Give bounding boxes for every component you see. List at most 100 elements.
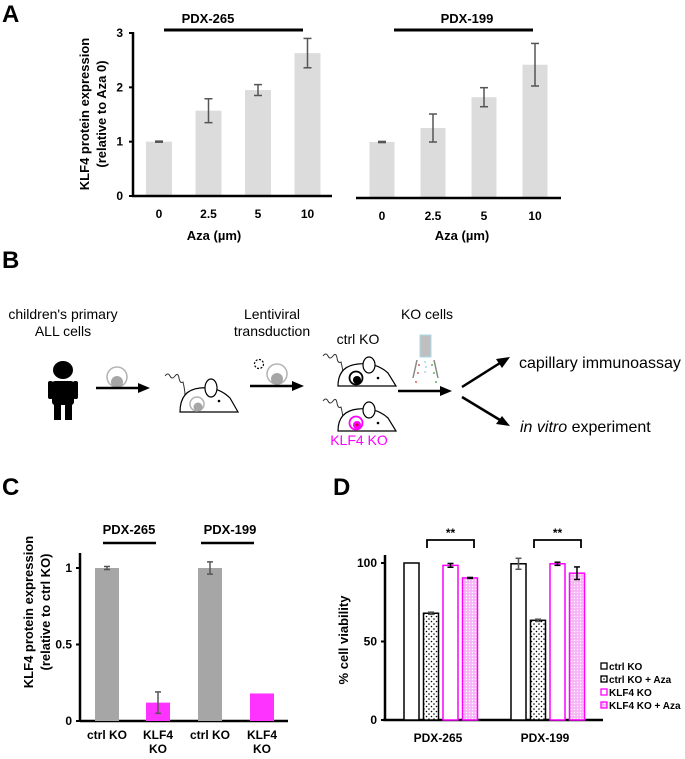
arrow-down	[461, 395, 501, 422]
y-tick-label: 50	[364, 635, 378, 649]
y-axis-title-2: (relative to Aza 0)	[94, 60, 109, 167]
person-icon	[48, 361, 78, 420]
y-axis-title: % cell viability	[336, 595, 351, 685]
cell-sorter-icon	[412, 334, 439, 383]
y-tick-label: 0	[65, 714, 72, 728]
legend-swatch	[600, 688, 608, 696]
arrow-head-icon	[496, 416, 510, 426]
x-tick-label: 0	[379, 209, 386, 223]
workflow-diagram: children's primary ALL cells Lentiv	[8, 306, 680, 448]
legend-swatch	[600, 662, 608, 670]
x-tick-label: PDX-199	[521, 731, 570, 745]
arrow-head-icon	[138, 383, 150, 393]
mouse-klf4-icon	[322, 398, 398, 432]
cell-icon	[266, 363, 288, 385]
y-tick-label: 0	[370, 713, 377, 727]
step2-label-line2: transduction	[234, 323, 310, 339]
legend-swatch	[600, 675, 608, 683]
bar	[195, 110, 222, 196]
bar	[294, 53, 321, 196]
ko-cells-label: KO cells	[401, 306, 453, 322]
panel-letter-d: D	[333, 474, 350, 501]
x-tick-label: ctrl KO	[87, 728, 127, 742]
y-axis-title-2: (relative to ctrl KO)	[38, 553, 53, 670]
step1-label-line1: children's primary	[8, 306, 117, 322]
y-tick-label: 0	[116, 189, 123, 203]
x-axis-title: Aza (µm)	[435, 228, 489, 243]
bar	[422, 612, 440, 721]
legend-label: ctrl KO + Aza	[609, 675, 672, 686]
x-tick-label: KO	[253, 742, 271, 754]
y-tick-label: 1	[65, 561, 72, 575]
chart-title: PDX-199	[441, 11, 494, 26]
panel-letter-a: A	[2, 1, 19, 28]
bar	[549, 563, 566, 721]
legend-swatch	[600, 701, 608, 709]
bar	[95, 568, 119, 721]
arrow-head-icon	[496, 357, 510, 368]
x-tick-label: PDX-265	[414, 731, 463, 745]
x-tick-label: 0	[156, 207, 163, 221]
significance-bracket	[426, 539, 475, 548]
bar	[146, 141, 172, 196]
step1-label-line2: ALL cells	[35, 323, 91, 339]
y-axis-title: KLF4 protein expression	[77, 38, 92, 190]
y-tick-label: 100	[357, 556, 377, 570]
legend-label: KLF4 KO	[609, 688, 652, 699]
bar	[198, 568, 222, 721]
y-tick-label: 2	[116, 80, 123, 94]
legend-label: KLF4 KO + Aza	[609, 701, 681, 712]
panel-letter-b: B	[2, 247, 19, 274]
bar	[529, 619, 547, 721]
chart-title: PDX-265	[182, 11, 235, 26]
y-tick-label: 0.5	[55, 638, 72, 652]
significance-label: **	[446, 526, 456, 540]
significance-label: **	[553, 526, 563, 540]
bar	[245, 90, 271, 196]
group-title-pdx265: PDX-265	[103, 522, 156, 537]
mouse-ctrl-icon	[322, 353, 398, 387]
x-tick-label: KO	[149, 742, 167, 754]
x-tick-label: 10	[528, 209, 542, 223]
ctrl-ko-label: ctrl KO	[337, 331, 380, 347]
x-tick-label: KLF4	[143, 728, 173, 742]
bar	[568, 572, 586, 721]
x-tick-label: ctrl KO	[190, 728, 230, 742]
bar	[442, 564, 459, 721]
x-axis-title: Aza (µm)	[187, 228, 241, 243]
bar	[461, 577, 479, 721]
x-tick-label: 2.5	[425, 209, 442, 223]
arrow-up	[461, 361, 501, 389]
bar	[522, 64, 548, 198]
virus-icon	[253, 358, 265, 370]
chart-d: % cell viability 0 50 100 PDX-265 ** PDX-199 *…	[336, 526, 681, 745]
legend-label: ctrl KO	[609, 662, 643, 673]
step2-label-line1: Lentiviral	[244, 306, 300, 322]
arrow-head-icon	[292, 381, 304, 391]
bar	[471, 97, 497, 198]
bar	[369, 142, 395, 198]
bar	[250, 693, 274, 721]
y-axis-title: KLF4 protein expression	[21, 536, 36, 688]
bar	[510, 563, 527, 721]
arrow-head-icon	[440, 386, 452, 396]
x-tick-label: KLF4	[247, 728, 277, 742]
outcome-in-vitro: in vitro experiment	[520, 419, 651, 436]
outcome-capillary-immunoassay: capillary immunoassay	[519, 355, 681, 372]
bar	[403, 562, 420, 721]
panel-letter-c: C	[2, 474, 19, 501]
x-tick-label: 5	[481, 209, 488, 223]
cell-icon	[106, 366, 128, 388]
x-tick-label: 5	[255, 207, 262, 221]
chart-a-pdx199: PDX-199 Aza (µm) 0 2.5 5 10	[356, 11, 561, 243]
klf4-ko-label: KLF4 KO	[330, 432, 388, 448]
mouse-icon	[164, 373, 240, 413]
x-tick-label: 2.5	[200, 207, 217, 221]
chart-c: PDX-265 PDX-199 KLF4 protein expression …	[21, 522, 288, 756]
chart-a-pdx265: PDX-265 KLF4 protein expression (relativ…	[77, 11, 332, 243]
significance-bracket	[533, 539, 582, 548]
y-tick-label: 1	[116, 135, 123, 149]
y-tick-label: 3	[116, 26, 123, 40]
group-title-pdx199: PDX-199	[204, 522, 257, 537]
